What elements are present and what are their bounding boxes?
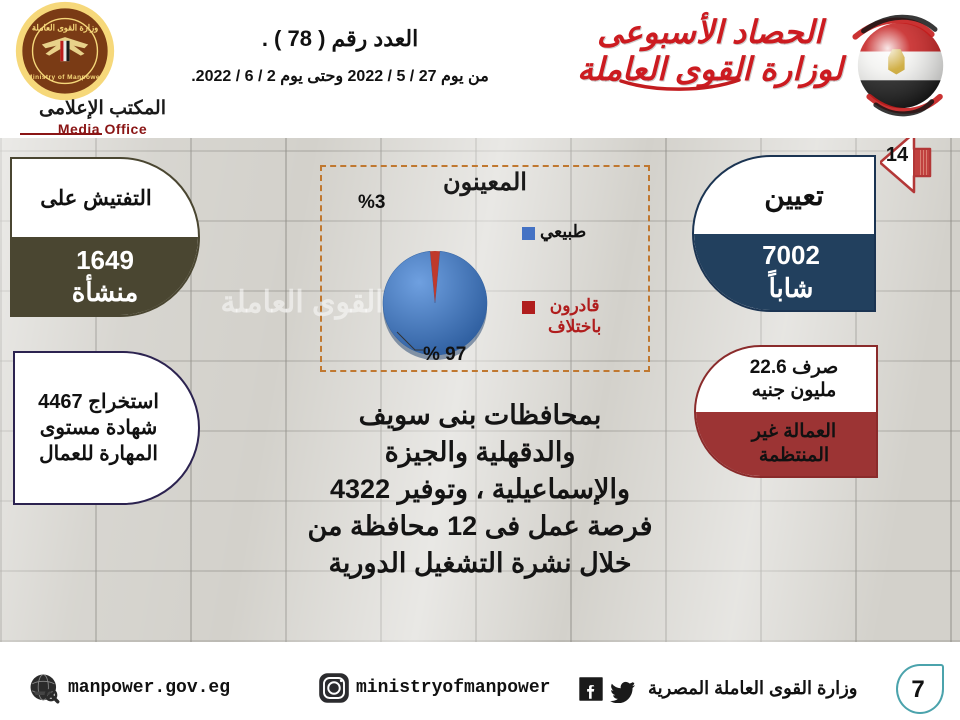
svg-text:Ministry of Manpower: Ministry of Manpower — [27, 74, 103, 81]
svg-text:وزارة القوى العاملة: وزارة القوى العاملة — [32, 23, 98, 34]
